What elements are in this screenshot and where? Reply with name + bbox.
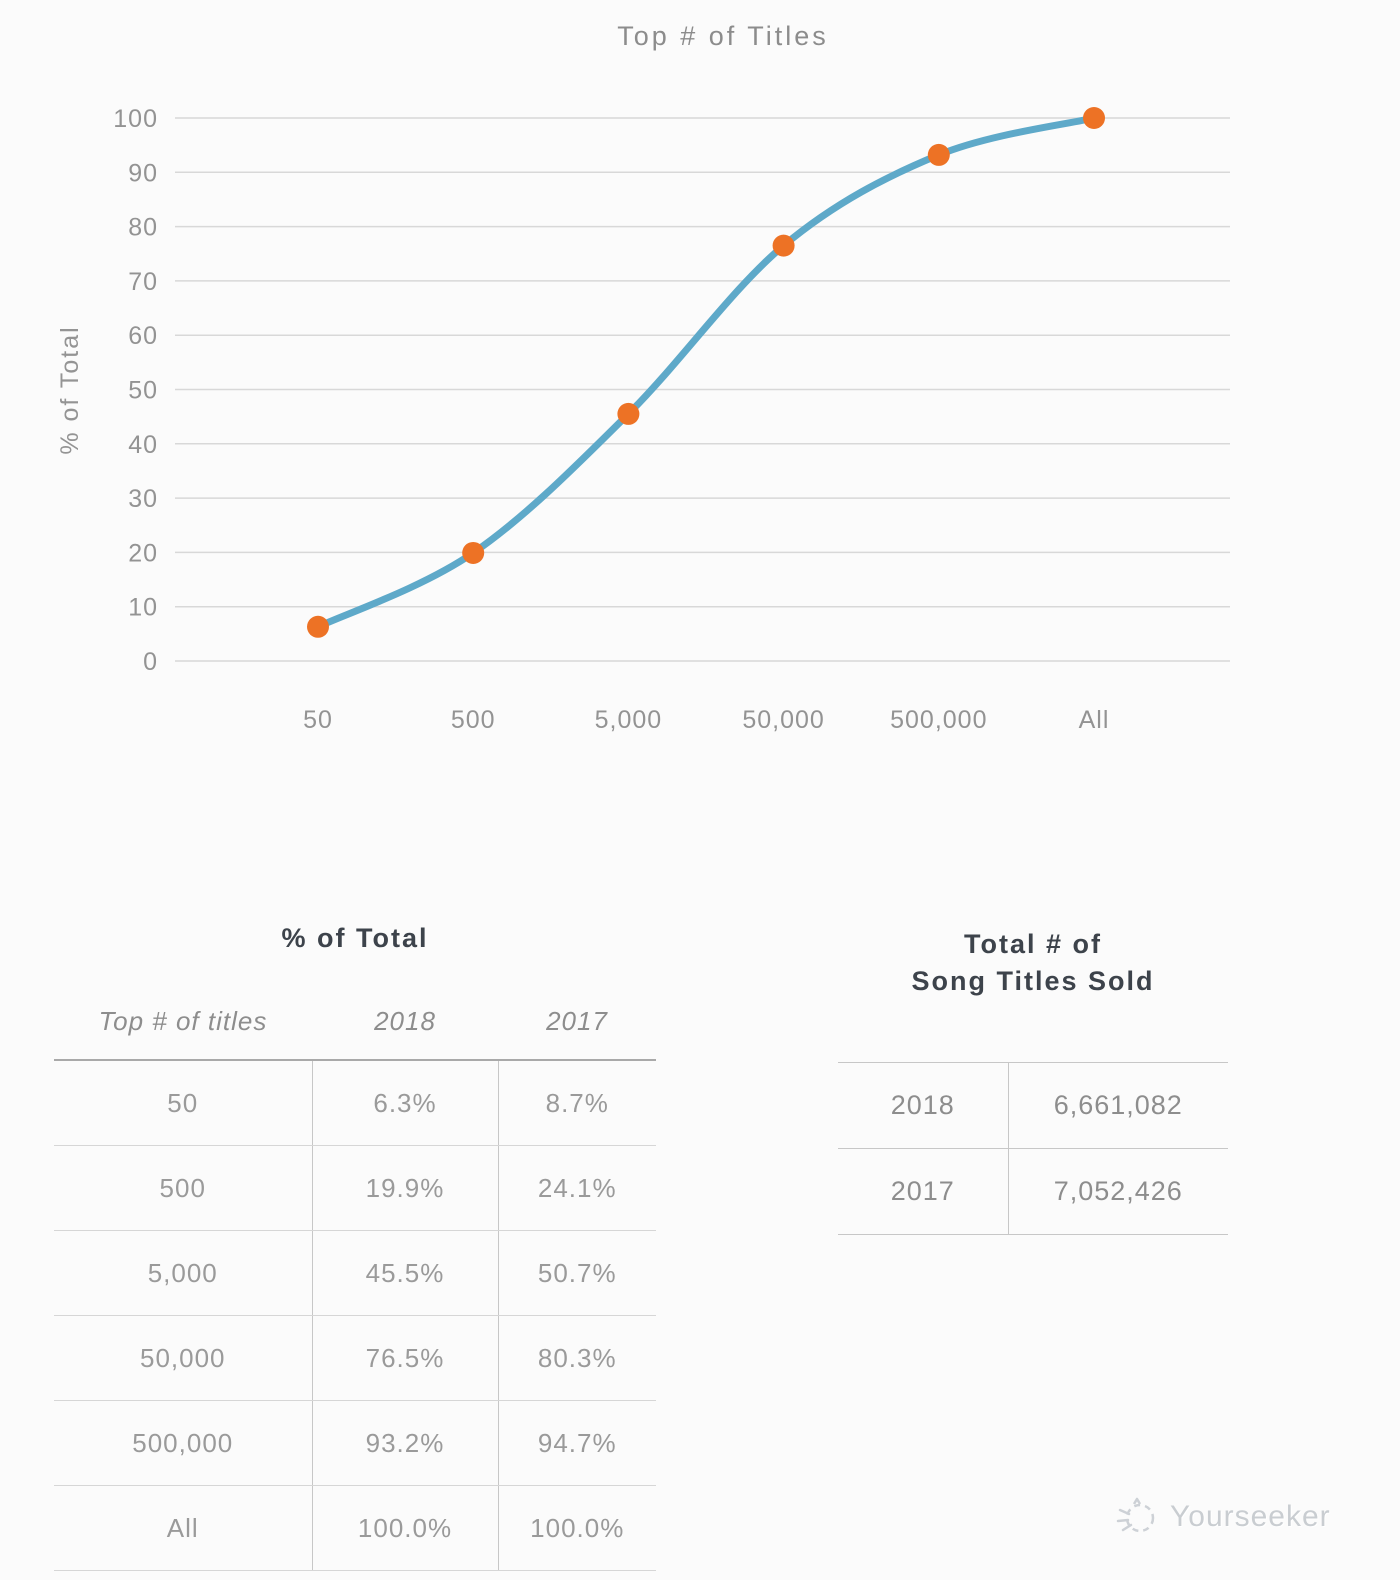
table-row: 50,000 76.5% 80.3% [54,1315,656,1401]
gridlines [175,117,1230,662]
y-tick-label: 50 [128,377,158,405]
song-titles-sold-table-section: Total # of Song Titles Sold 2018 6,661,0… [838,926,1228,1235]
y-axis-title: % of Total [56,325,84,454]
value-2018: 100.0% [311,1485,498,1571]
pct-table-header-row: Top # of titles 2018 2017 [54,970,656,1061]
data-point-marker [1083,107,1105,129]
pct-of-total-table-section: % of Total Top # of titles 2018 2017 50 … [54,920,656,1571]
data-point-markers [307,107,1105,638]
data-point-marker [307,615,329,638]
x-tick-label: 50 [303,706,333,734]
value-2018: 93.2% [311,1400,498,1486]
x-tick-label: All [1079,706,1110,734]
row-label: 500,000 [54,1400,312,1486]
table-row: 50 6.3% 8.7% [54,1060,656,1146]
x-tick-label: 50,000 [742,706,824,734]
column-header-top-titles: Top # of titles [54,970,312,1061]
y-tick-label: 100 [113,105,158,133]
value-2018: 45.5% [311,1230,498,1316]
titles-sold-value: 6,661,082 [1007,1062,1228,1149]
totals-title-line2: Song Titles Sold [911,966,1155,996]
column-header-2018: 2018 [312,970,498,1061]
totals-title-line1: Total # of [964,929,1102,959]
column-header-2017: 2017 [498,970,656,1061]
table-row: 500,000 93.2% 94.7% [54,1400,656,1486]
series-line-2018 [314,114,1098,631]
row-label: 50,000 [54,1315,312,1401]
data-point-marker [927,143,950,166]
row-label: 500 [54,1145,312,1231]
year-label: 2018 [838,1062,1008,1149]
value-2017: 100.0% [497,1485,656,1571]
year-label: 2017 [838,1148,1008,1235]
yourseeker-logo-icon [1116,1497,1155,1533]
watermark: Yourseeker [1114,1496,1331,1538]
data-point-marker [772,234,795,257]
y-tick-label: 90 [128,159,158,187]
y-tick-label: 80 [128,214,158,242]
table-row: 5,000 45.5% 50.7% [54,1230,656,1316]
line-chart: Top # of Titles % of Total 0 10 20 30 40 50 60… [56,21,1230,734]
y-tick-label: 70 [128,268,158,296]
value-2017: 80.3% [497,1315,656,1401]
song-titles-sold-table: 2018 6,661,082 2017 7,052,426 [838,1062,1228,1235]
x-axis-tick-labels: 50 500 5,000 50,000 500,000 All [303,706,1110,734]
value-2018: 19.9% [311,1145,498,1231]
value-2018: 6.3% [311,1060,498,1146]
value-2017: 50.7% [497,1230,656,1316]
table-row: 2017 7,052,426 [838,1148,1228,1235]
y-tick-label: 20 [128,539,158,567]
value-2017: 8.7% [497,1060,656,1146]
data-point-marker [462,541,485,564]
table-row: 2018 6,661,082 [838,1062,1228,1149]
chart-title: Top # of Titles [617,21,829,51]
value-2017: 24.1% [497,1145,656,1231]
row-label: 5,000 [54,1230,312,1316]
pct-of-total-table: Top # of titles 2018 2017 50 6.3% 8.7% 5… [54,970,656,1571]
value-2018: 76.5% [311,1315,498,1401]
row-label: All [54,1485,312,1571]
table-row: 500 19.9% 24.1% [54,1145,656,1231]
y-tick-label: 0 [143,648,158,676]
data-point-marker [617,402,640,425]
value-2017: 94.7% [497,1400,656,1486]
x-tick-label: 5,000 [595,706,663,734]
watermark-label: Yourseeker [1170,1500,1331,1533]
row-label: 50 [54,1060,312,1146]
y-tick-label: 10 [128,594,158,622]
y-tick-label: 30 [128,485,158,513]
x-tick-label: 500 [451,706,496,734]
pct-table-title: % of Total [281,923,429,953]
y-axis-tick-labels: 0 10 20 30 40 50 60 70 80 90 100 [113,105,158,676]
x-tick-label: 500,000 [890,706,987,734]
y-tick-label: 60 [128,322,158,350]
y-tick-label: 40 [128,431,158,459]
totals-table-title: Total # of Song Titles Sold [838,926,1228,1000]
titles-sold-value: 7,052,426 [1007,1148,1228,1235]
table-row: All 100.0% 100.0% [54,1485,656,1571]
